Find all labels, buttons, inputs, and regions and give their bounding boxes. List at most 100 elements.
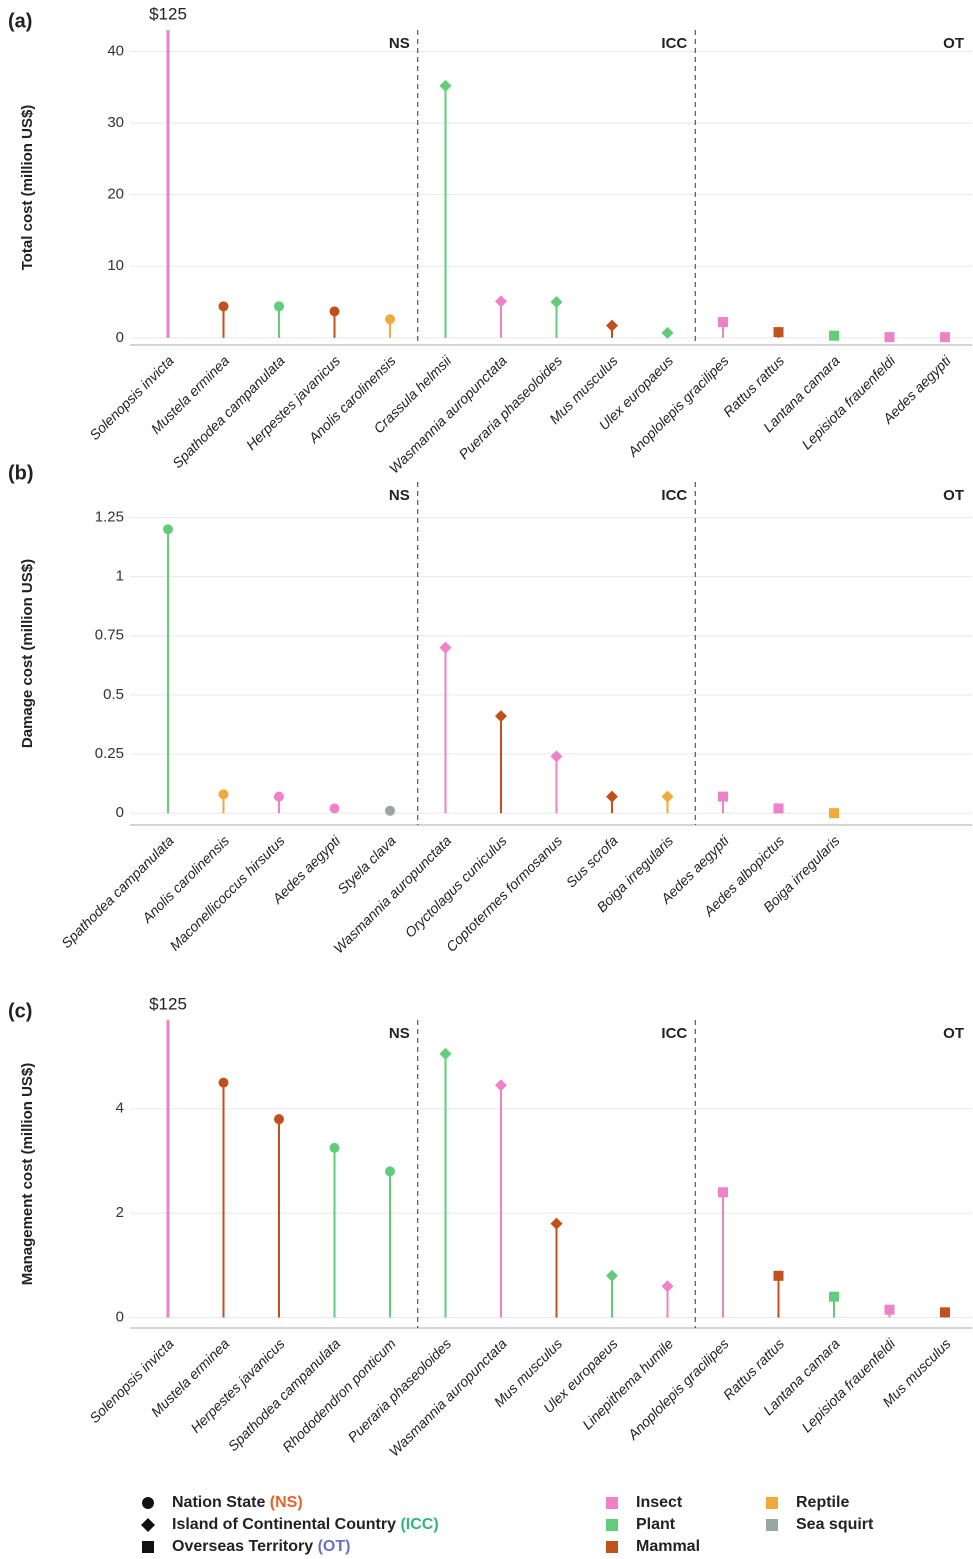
marker [142, 1541, 154, 1553]
legend-site: Nation State [172, 1494, 265, 1511]
x-tick-label: Lepisiota frauenfeldi [798, 1335, 899, 1436]
section-label: OT [943, 1025, 964, 1042]
section-label: ICC [661, 487, 687, 504]
value-label: $125 [149, 994, 187, 1013]
plot-area [166, 1020, 950, 1318]
legend-label: Plant [636, 1516, 676, 1533]
legend-label: Overseas Territory (OT) [172, 1538, 350, 1555]
legend-swatch [606, 1497, 618, 1509]
marker [718, 317, 728, 328]
x-tick-label: Spathodea campanulata [225, 1335, 344, 1454]
marker [884, 1304, 895, 1315]
section-label: OT [943, 35, 964, 52]
legend-site-abbr: (ICC) [400, 1516, 438, 1533]
marker [329, 1142, 340, 1153]
x-tick-label: Anoplolepis gracilipes [624, 352, 732, 460]
section-label: NS [389, 35, 410, 52]
marker [329, 306, 340, 317]
panel-letter: (a) [8, 10, 32, 32]
marker [550, 1217, 563, 1230]
marker [661, 1280, 674, 1293]
legend-swatch [606, 1519, 618, 1531]
y-tick-label: 30 [107, 114, 124, 131]
marker [385, 1166, 395, 1177]
marker [141, 1518, 155, 1532]
marker [606, 319, 618, 332]
section-label: OT [943, 487, 964, 504]
marker [773, 1270, 784, 1281]
marker [718, 791, 728, 802]
x-tick-label: Pueraria phaseoloides [344, 1335, 454, 1445]
section-label: ICC [661, 35, 687, 52]
marker [495, 710, 507, 723]
y-tick-label: 0 [116, 329, 124, 346]
marker [940, 332, 950, 343]
marker [385, 314, 395, 325]
y-axis-title: Total cost (million US$) [19, 105, 36, 271]
marker [163, 524, 173, 535]
section-label: NS [389, 487, 410, 504]
panel-letter: (b) [8, 462, 34, 484]
marker [274, 301, 284, 312]
value-label: $125 [149, 4, 187, 23]
x-tick-label: Spathodea campanulata [169, 352, 288, 471]
marker [495, 1079, 507, 1092]
y-tick-label: 4 [116, 1100, 124, 1117]
legend-label: Nation State (NS) [172, 1494, 303, 1511]
x-tick-label: Rhododendron ponticum [279, 1335, 399, 1455]
marker [439, 79, 452, 92]
y-tick-label: 10 [107, 257, 124, 274]
marker [495, 295, 507, 308]
y-tick-label: 2 [116, 1204, 124, 1221]
y-tick-label: 40 [107, 42, 124, 59]
marker [385, 805, 395, 816]
legend-label: Reptile [796, 1494, 849, 1511]
marker [218, 1077, 229, 1088]
panel: (a) Total cost (million US$) 0 10 20 30 40 NS IC… [8, 4, 972, 476]
marker [940, 1307, 950, 1318]
y-tick-label: 0 [116, 1309, 124, 1326]
marker [606, 790, 618, 803]
x-tick-label: Coptotermes formosanus [443, 832, 565, 954]
marker [439, 641, 452, 654]
legend-site: Island of Continental Country [172, 1516, 396, 1533]
panel: (b) Damage cost (million US$) 0 0.25 0.5 0.75… [8, 462, 972, 956]
y-axis-title: Management cost (million US$) [19, 1063, 36, 1286]
y-tick-label: 20 [107, 186, 124, 203]
marker [329, 803, 340, 814]
plot-area [163, 524, 839, 819]
marker [274, 1114, 284, 1125]
legend-site: Overseas Territory [172, 1538, 313, 1555]
marker [829, 808, 839, 819]
marker [550, 750, 563, 763]
legend-swatch [606, 1541, 618, 1553]
x-tick-label: Spathodea campanulata [58, 832, 177, 951]
marker [661, 790, 674, 803]
x-tick-label: Herpestes javanicus [187, 1335, 287, 1435]
marker [218, 301, 229, 312]
marker [773, 327, 784, 338]
section-label: ICC [661, 1025, 687, 1042]
legend-swatch [766, 1519, 778, 1531]
y-tick-label: 0.5 [103, 686, 124, 703]
marker [606, 1269, 618, 1282]
marker [439, 1047, 452, 1060]
marker [142, 1497, 154, 1509]
marker [218, 789, 229, 800]
marker [550, 296, 563, 309]
x-tick-label: Anoplolepis gracilipes [624, 1335, 732, 1443]
x-tick-label: Maconellicoccus hirsutus [166, 832, 287, 953]
legend-label: Island of Continental Country (ICC) [172, 1516, 439, 1533]
section-label: NS [389, 1025, 410, 1042]
y-axis-title: Damage cost (million US$) [19, 559, 36, 748]
legend-label: Mammal [636, 1538, 700, 1555]
panel: (c) Management cost (million US$) 0 2 4 NS ICC… [8, 994, 972, 1459]
y-tick-label: 0.25 [95, 745, 124, 762]
legend-label: Insect [636, 1494, 683, 1511]
marker [829, 1291, 839, 1302]
panel-letter: (c) [8, 1000, 32, 1022]
legend-swatch [766, 1497, 778, 1509]
x-tick-label: Lepisiota frauenfeldi [798, 352, 899, 453]
x-tick-label: Sus scrofa [563, 832, 621, 890]
